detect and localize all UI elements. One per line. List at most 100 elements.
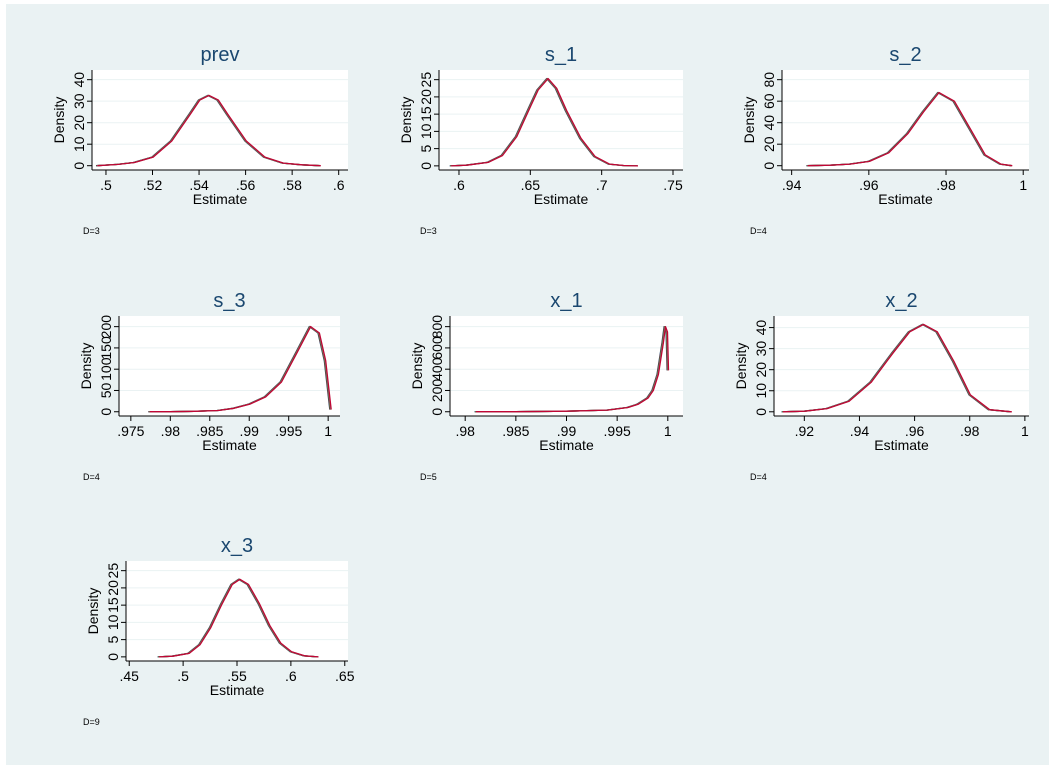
x-tick-label: .54	[189, 177, 209, 193]
x-tick-label: .56	[236, 177, 256, 193]
y-tick-label: 200	[98, 315, 114, 339]
x-tick-label: .6	[453, 177, 465, 193]
y-axis-label: Density	[741, 97, 757, 144]
x-tick-label: .58	[282, 177, 302, 193]
y-tick-label: 80	[761, 72, 777, 88]
density-line	[782, 323, 1012, 413]
y-tick-label: 40	[71, 72, 87, 88]
panel-title: x_2	[885, 290, 917, 312]
panel-note: D=9	[83, 717, 100, 727]
y-tick-label: 60	[761, 93, 777, 109]
x-tick-label: .65	[521, 177, 541, 193]
plot-area	[126, 561, 348, 661]
plot-area	[119, 316, 340, 416]
y-tick-label: 0	[761, 162, 777, 170]
x-tick-label: 1	[1019, 177, 1027, 193]
y-tick-label: 20	[753, 362, 769, 378]
x-tick-label: .6	[285, 668, 297, 684]
panel-note: D=3	[420, 226, 437, 236]
x-tick-label: .5	[100, 177, 112, 193]
y-tick-label: 25	[105, 563, 121, 579]
y-tick-label: 10	[418, 123, 434, 139]
x-tick-label: .975	[117, 423, 144, 439]
y-tick-label: 0	[429, 408, 445, 416]
y-tick-label: 0	[418, 162, 434, 170]
y-axis-label: Density	[85, 588, 101, 635]
panel-note: D=4	[750, 226, 767, 236]
y-axis-label: Density	[409, 343, 425, 390]
y-tick-label: 10	[753, 383, 769, 399]
y-tick-label: 0	[105, 653, 121, 661]
density-line	[158, 578, 319, 658]
density-line	[475, 325, 670, 413]
y-axis-label: Density	[398, 97, 414, 144]
plot-area	[439, 70, 683, 170]
y-tick-label: 5	[105, 636, 121, 644]
x-tick-label: .99	[557, 423, 577, 439]
y-tick-label: 30	[753, 341, 769, 357]
density-line	[149, 325, 332, 413]
x-tick-label: .52	[143, 177, 163, 193]
x-tick-label: .995	[604, 423, 631, 439]
x-tick-label: .99	[239, 423, 259, 439]
x-tick-label: .96	[905, 423, 925, 439]
panel-note: D=5	[420, 472, 437, 482]
y-tick-label: 200	[429, 379, 445, 403]
panel-title: s_2	[889, 44, 921, 66]
y-tick-label: 0	[71, 162, 87, 170]
panel-title: x_1	[550, 290, 582, 312]
figure: 0 10 20 30 40.5.52.54.56.58.6 prev Estimate Den…	[6, 4, 1049, 765]
x-tick-label: .94	[850, 423, 870, 439]
y-tick-label: 10	[105, 614, 121, 630]
y-tick-label: 30	[71, 93, 87, 109]
x-tick-label: .985	[196, 423, 223, 439]
x-tick-label: .65	[335, 668, 355, 684]
figure-svg: 010203040.5.52.54.56.58.6prevEstimateDen…	[51, 44, 1029, 727]
x-axis-label: Estimate	[878, 191, 933, 207]
y-tick-label: 25	[418, 72, 434, 88]
y-tick-label: 800	[429, 315, 445, 339]
panel-note: D=4	[750, 472, 767, 482]
panel-title: x_3	[221, 535, 253, 557]
y-tick-label: 20	[761, 136, 777, 152]
y-tick-label: 150	[98, 336, 114, 360]
x-tick-label: .985	[502, 423, 529, 439]
x-tick-label: .7	[596, 177, 608, 193]
y-tick-label: 5	[418, 145, 434, 153]
y-tick-label: 20	[418, 89, 434, 105]
x-tick-label: .45	[119, 668, 139, 684]
y-axis-label: Density	[51, 97, 67, 144]
y-tick-label: 15	[418, 106, 434, 122]
panel-note: D=3	[83, 226, 100, 236]
x-tick-label: 1	[664, 423, 672, 439]
plot-area	[782, 70, 1029, 170]
x-tick-label: .98	[455, 423, 475, 439]
x-tick-label: .98	[960, 423, 980, 439]
x-tick-label: 1	[324, 423, 332, 439]
x-tick-label: .98	[936, 177, 956, 193]
x-tick-label: .995	[275, 423, 302, 439]
y-tick-label: 40	[753, 320, 769, 336]
y-tick-label: 100	[98, 357, 114, 381]
x-tick-label: .94	[782, 177, 802, 193]
x-axis-label: Estimate	[874, 437, 929, 453]
panel-note: D=4	[83, 472, 100, 482]
panel-title: s_1	[545, 44, 577, 66]
plot-area	[92, 70, 348, 170]
x-axis-label: Estimate	[539, 437, 594, 453]
density-line	[807, 91, 1013, 167]
x-axis-label: Estimate	[534, 191, 589, 207]
chart-panel-prev: 0 10 20 30 40 .5 .52 .54 .56 .58 .6 prev Estimate Den…	[51, 44, 348, 236]
density-line	[451, 77, 639, 167]
density-line	[97, 94, 321, 167]
y-tick-label: 10	[71, 136, 87, 152]
y-tick-label: 15	[105, 597, 121, 613]
chart-panel-s-2: 0 20 40 60 80 .94 .96 .98 1 s_2 Estimate Density D=4	[741, 44, 1029, 236]
y-axis-label: Density	[78, 343, 94, 390]
chart-panel-x-2: 0 10 20 30 40 .92 .94 .96 .98 1 x_2 Estimate Density…	[733, 290, 1029, 482]
